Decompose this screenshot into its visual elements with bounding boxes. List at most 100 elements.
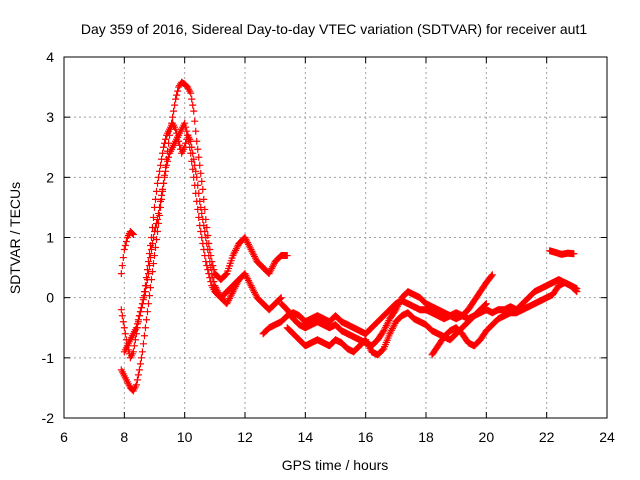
- data-point: [246, 244, 254, 252]
- data-point: [198, 177, 206, 185]
- data-point: [570, 250, 578, 258]
- data-point: [200, 195, 208, 203]
- data-point: [129, 348, 137, 356]
- data-point: [143, 266, 151, 274]
- data-point: [162, 167, 170, 175]
- data-point: [156, 203, 164, 211]
- data-point: [385, 316, 393, 324]
- data-point: [161, 139, 169, 147]
- data-point: [275, 295, 283, 303]
- x-axis-label: GPS time / hours: [282, 457, 389, 473]
- data-point: [144, 270, 152, 278]
- data-point: [158, 155, 166, 163]
- data-point: [191, 117, 199, 125]
- data-point: [151, 252, 158, 260]
- data-point: [378, 347, 386, 355]
- data-point: [193, 137, 201, 145]
- data-point: [143, 276, 151, 284]
- data-point: [156, 167, 164, 175]
- data-point: [149, 260, 157, 268]
- data-point: [228, 289, 236, 297]
- data-point: [199, 185, 207, 193]
- data-point: [134, 316, 142, 324]
- data-point: [187, 89, 195, 97]
- data-point: [230, 250, 238, 258]
- grid-lines: [64, 57, 607, 418]
- data-point: [266, 268, 274, 276]
- data-point: [227, 291, 235, 299]
- data-point: [120, 324, 128, 332]
- data-point: [482, 300, 490, 308]
- series-track-4: [120, 119, 243, 356]
- data-point: [249, 285, 257, 293]
- data-point: [155, 173, 163, 181]
- data-point: [283, 252, 291, 260]
- axis-ticks: [63, 56, 608, 419]
- data-point: [571, 286, 579, 294]
- series-track-9: [546, 247, 578, 258]
- data-point: [246, 280, 254, 288]
- data-point: [187, 149, 195, 157]
- data-point: [241, 234, 249, 241]
- data-point: [573, 288, 581, 296]
- x-tick-label: 16: [358, 429, 374, 445]
- data-point: [195, 153, 203, 161]
- y-axis-label: SDTVAR / TECUs: [7, 182, 23, 294]
- data-point: [142, 316, 150, 324]
- data-point: [245, 278, 253, 286]
- data-point: [481, 301, 489, 309]
- data-point: [136, 308, 144, 316]
- data-point: [190, 173, 198, 181]
- data-point: [199, 215, 207, 223]
- series-track-7: [277, 271, 496, 350]
- data-point: [141, 324, 149, 332]
- data-point: [154, 215, 162, 223]
- data-point: [391, 307, 399, 315]
- data-point: [169, 113, 177, 121]
- data-point: [251, 290, 259, 298]
- data-point: [244, 276, 252, 284]
- data-point: [251, 254, 259, 262]
- data-point: [231, 248, 239, 256]
- data-point: [488, 271, 496, 279]
- data-point: [174, 87, 182, 95]
- data-point: [388, 325, 396, 333]
- data-point: [393, 304, 401, 312]
- data-point: [384, 318, 392, 326]
- data-point: [138, 300, 146, 308]
- data-point: [206, 274, 214, 282]
- data-point: [193, 197, 201, 205]
- data-point: [119, 318, 127, 326]
- data-point: [388, 326, 396, 334]
- data-point: [162, 135, 170, 143]
- data-point: [394, 302, 402, 310]
- data-point: [183, 127, 191, 135]
- data-point: [135, 366, 143, 374]
- data-point: [157, 197, 165, 205]
- y-tick-label: 2: [46, 169, 54, 185]
- data-point: [205, 270, 213, 278]
- data-point: [197, 227, 205, 235]
- data-point: [140, 332, 148, 340]
- data-point: [379, 328, 387, 336]
- x-tick-label: 6: [60, 429, 68, 445]
- data-point: [195, 213, 203, 221]
- data-point: [159, 149, 167, 157]
- data-point: [204, 266, 212, 274]
- data-point: [233, 277, 241, 285]
- data-point: [488, 272, 496, 280]
- data-point: [396, 297, 404, 305]
- data-point: [267, 266, 275, 274]
- data-point: [146, 254, 154, 262]
- data-point: [226, 293, 234, 301]
- data-point: [118, 312, 126, 320]
- data-point: [232, 245, 240, 253]
- data-point: [135, 312, 143, 320]
- data-point: [128, 229, 136, 237]
- data-point: [247, 282, 255, 290]
- series-track-1: [117, 227, 137, 278]
- data-point: [250, 252, 258, 260]
